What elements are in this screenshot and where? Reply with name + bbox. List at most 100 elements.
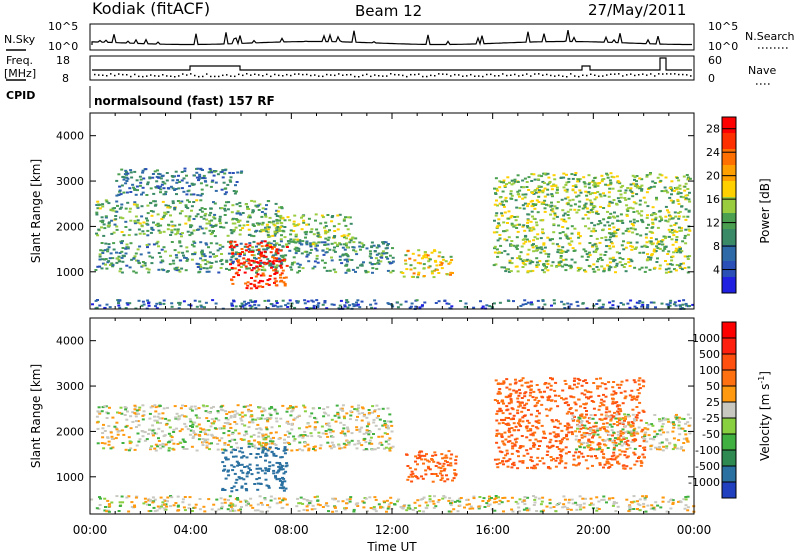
heatmap-cell (599, 195, 603, 198)
heatmap-cell (322, 253, 326, 256)
heatmap-cell (212, 436, 216, 439)
heatmap-cell (162, 407, 166, 410)
heatmap-cell (147, 304, 151, 307)
heatmap-cell (251, 259, 254, 262)
heatmap-cell (531, 191, 534, 194)
heatmap-cell (526, 226, 530, 229)
heatmap-cell (493, 203, 497, 206)
heatmap-cell (531, 434, 535, 437)
heatmap-cell (387, 427, 390, 430)
heatmap-cell (629, 187, 633, 190)
heatmap-cell (254, 306, 258, 309)
heatmap-cell (665, 447, 669, 450)
heatmap-cell (273, 230, 277, 233)
heatmap-cell (388, 413, 392, 416)
heatmap-cell (307, 260, 311, 263)
heatmap-cell (199, 430, 203, 433)
heatmap-cell (573, 227, 577, 230)
heatmap-cell (173, 267, 177, 270)
heatmap-cell (174, 416, 178, 419)
heatmap-cell (643, 270, 647, 273)
heatmap-cell (523, 263, 527, 266)
heatmap-cell (225, 259, 229, 262)
heatmap-cell (540, 424, 544, 427)
heatmap-cell (529, 380, 533, 383)
heatmap-cell (454, 459, 458, 462)
heatmap-cell (604, 239, 608, 242)
heatmap-cell (577, 439, 581, 442)
nave-dot (310, 74, 312, 77)
heatmap-cell (500, 214, 504, 217)
heatmap-cell (566, 196, 570, 199)
heatmap-cell (583, 269, 586, 272)
heatmap-cell (100, 216, 104, 219)
heatmap-cell (428, 258, 432, 261)
nave-dot (458, 74, 460, 76)
nave-dot (658, 73, 660, 75)
heatmap-cell (629, 245, 633, 248)
heatmap-cell (185, 174, 188, 177)
heatmap-cell (632, 221, 636, 224)
heatmap-cell (264, 459, 267, 462)
heatmap-cell (272, 436, 275, 439)
heatmap-cell (155, 180, 159, 183)
heatmap-cell (111, 207, 115, 210)
heatmap-cell (355, 304, 359, 307)
heatmap-cell (621, 417, 625, 420)
heatmap-cell (147, 302, 150, 305)
heatmap-cell (610, 242, 614, 245)
heatmap-cell (405, 453, 409, 456)
heatmap-cell (498, 196, 502, 199)
heatmap-cell (561, 389, 565, 392)
heatmap-cell (644, 431, 648, 434)
heatmap-cell (116, 433, 120, 436)
heatmap-cell (647, 187, 651, 190)
heatmap-cell (208, 411, 212, 414)
heatmap-cell (609, 306, 613, 309)
heatmap-cell (246, 245, 250, 248)
heatmap-cell (683, 430, 687, 432)
heatmap-cell (349, 222, 353, 225)
heatmap-cell (616, 460, 620, 463)
heatmap-cell (678, 304, 682, 307)
heatmap-cell (631, 195, 635, 198)
nave-dot (414, 73, 416, 76)
heatmap-cell (200, 227, 204, 230)
heatmap-cell (599, 205, 602, 208)
heatmap-cell (312, 448, 315, 450)
heatmap-cell (519, 445, 523, 447)
nave-dot (222, 74, 224, 77)
heatmap-cell (430, 270, 434, 273)
heatmap-cell (603, 463, 607, 466)
heatmap-cell (99, 220, 103, 223)
heatmap-cell (518, 223, 522, 226)
heatmap-cell (541, 299, 545, 302)
heatmap-cell (167, 223, 170, 226)
heatmap-cell (536, 233, 540, 236)
nave-dot (106, 75, 108, 77)
heatmap-cell (581, 302, 585, 305)
heatmap-cell (179, 232, 183, 235)
heatmap-cell (529, 447, 533, 450)
heatmap-cell (545, 414, 549, 417)
heatmap-cell (586, 446, 590, 449)
heatmap-cell (213, 202, 217, 205)
heatmap-cell (542, 243, 546, 246)
heatmap-cell (529, 389, 533, 391)
heatmap-cell (559, 177, 563, 179)
heatmap-cell (240, 411, 244, 414)
heatmap-cell (275, 420, 279, 423)
heatmap-cell (686, 194, 690, 197)
heatmap-cell (145, 244, 149, 246)
heatmap-cell (295, 449, 299, 452)
heatmap-cell (341, 430, 345, 433)
heatmap-cell (576, 180, 580, 183)
heatmap-cell (423, 251, 427, 254)
heatmap-cell (242, 262, 246, 265)
nave-dot (630, 73, 632, 75)
heatmap-cell (170, 175, 174, 177)
heatmap-cell (502, 221, 506, 224)
heatmap-cell (611, 222, 615, 225)
heatmap-cell (552, 183, 556, 186)
heatmap-cell (675, 264, 679, 266)
